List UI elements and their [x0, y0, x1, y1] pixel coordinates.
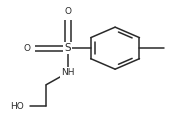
- Text: S: S: [65, 43, 71, 53]
- Text: NH: NH: [61, 68, 75, 77]
- Text: O: O: [24, 44, 31, 53]
- Text: HO: HO: [11, 102, 24, 111]
- Text: O: O: [64, 7, 71, 16]
